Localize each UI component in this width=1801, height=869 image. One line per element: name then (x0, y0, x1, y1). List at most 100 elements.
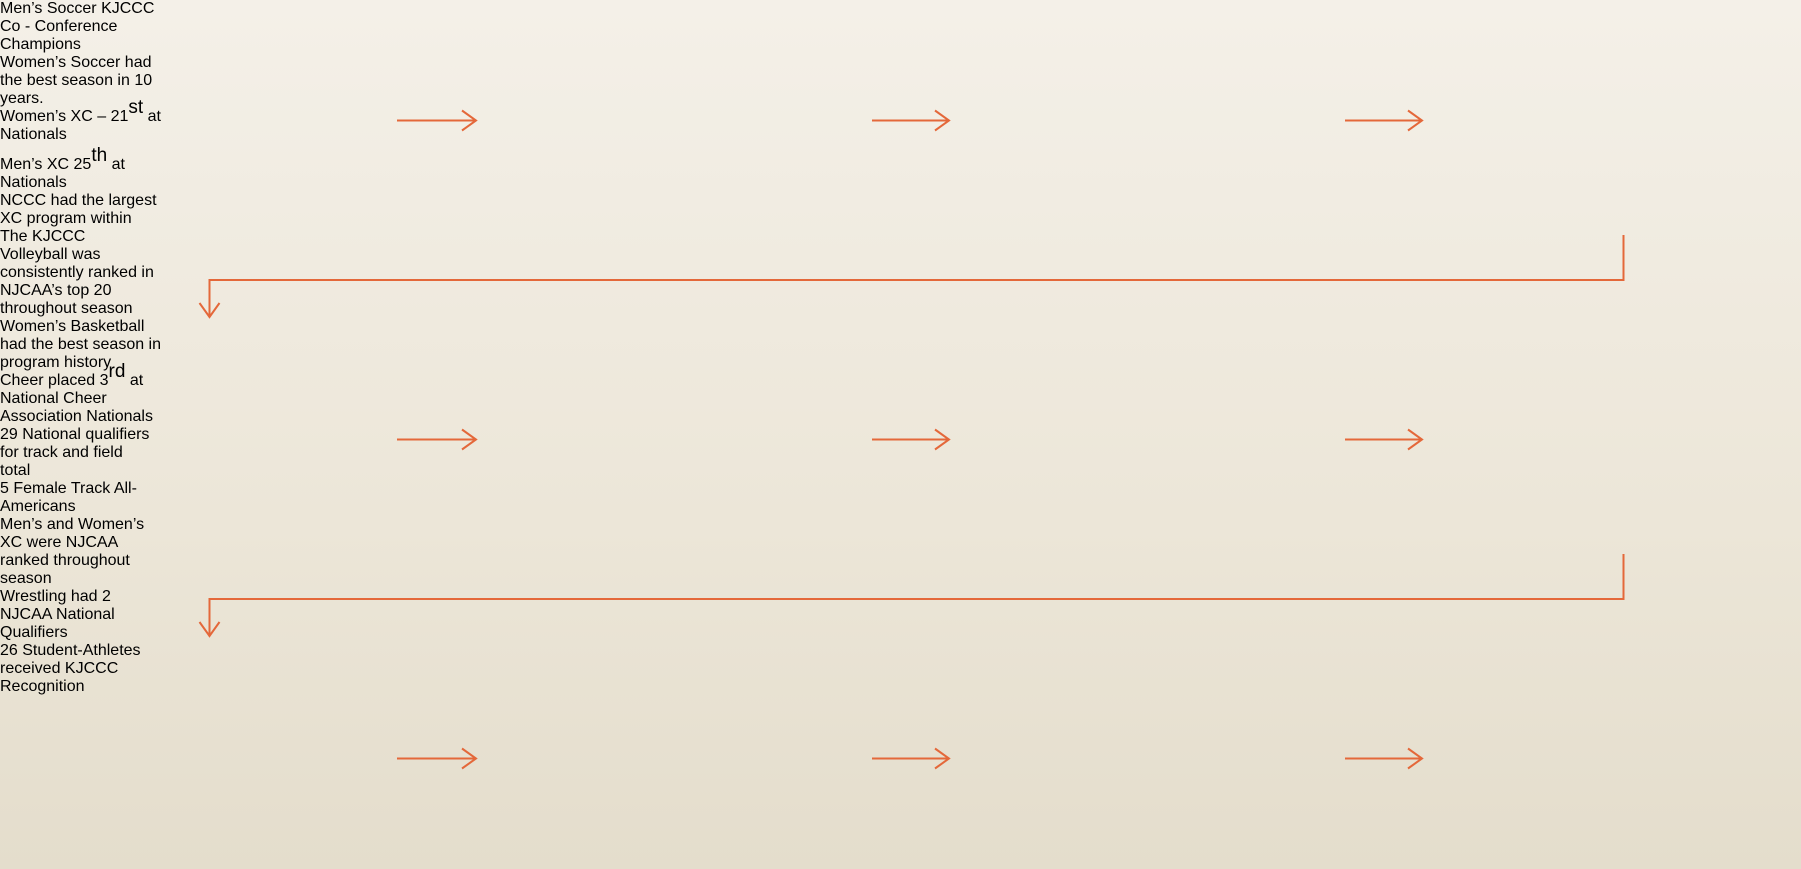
step-box: Cheer placed 3rd at National Cheer Associa… (0, 362, 1801, 426)
text: program history (0, 354, 112, 371)
text: at (125, 372, 144, 389)
paragraph: Wrestling had 2 NJCAA National Qualifiers (0, 588, 1801, 642)
text-line: NJCAA National (0, 606, 1801, 624)
arrow (872, 747, 951, 770)
text-line: Nationals (0, 174, 1801, 192)
step-box: Wrestling had 2 NJCAA National Qualifiers (0, 588, 1801, 642)
text-line: Co - Conference (0, 18, 1801, 36)
text: for track and field (0, 444, 123, 461)
text-line: season (0, 570, 1801, 588)
text: 29 National qualifiers (0, 426, 150, 443)
text: Nationals (0, 174, 67, 191)
arrow (872, 109, 951, 132)
text: Nationals (0, 126, 67, 143)
text: Champions (0, 36, 81, 53)
text: season (0, 570, 52, 587)
paragraph: 29 National qualifiers for track and fiel… (0, 426, 1801, 480)
text-line: Volleyball was (0, 246, 1801, 264)
text: Men’s XC 25 (0, 156, 92, 173)
text-line: 29 National qualifiers (0, 426, 1801, 444)
text: Recognition (0, 678, 85, 695)
text-line: Wrestling had 2 (0, 588, 1801, 606)
superscript: st (128, 96, 144, 118)
step-box: Women’s Soccer had the best season in 10 y… (0, 54, 1801, 108)
text-line: years. (0, 90, 1801, 108)
text-line: Men’s XC 25th at (0, 146, 1801, 174)
row-connector (198, 554, 1625, 638)
text: XC were NJCAA (0, 534, 119, 551)
text: Women’s XC – 21 (0, 108, 129, 125)
step-box: Women’s XC – 21st at Nationals Men’s XC 25… (0, 98, 1801, 192)
paragraph: Women’s Soccer had the best season in 10 y… (0, 54, 1801, 108)
text-line: Recognition (0, 678, 1801, 696)
text: NJCAA’s top 20 (0, 282, 112, 299)
text-line: Americans (0, 498, 1801, 516)
text-line: received KJCCC (0, 660, 1801, 678)
superscript: rd (108, 360, 126, 382)
text-line: ranked throughout (0, 552, 1801, 570)
step-box: Men’s and Women’s XC were NJCAA ranked thr… (0, 516, 1801, 588)
text: the best season in 10 (0, 72, 153, 89)
text-line: for track and field (0, 444, 1801, 462)
step-box: 29 National qualifiers for track and fiel… (0, 426, 1801, 480)
text: Association Nationals (0, 408, 153, 425)
text-line: total (0, 462, 1801, 480)
paragraph: Cheer placed 3rd at National Cheer Associa… (0, 362, 1801, 426)
text-line: Women’s XC – 21st at (0, 98, 1801, 126)
text-line: Cheer placed 3rd at (0, 362, 1801, 390)
text: had the best season in (0, 336, 162, 353)
superscript: th (91, 144, 108, 166)
text: Volleyball was (0, 246, 101, 263)
text: 5 Female Track All- (0, 480, 137, 497)
text: Men’s and Women’s (0, 516, 145, 533)
text: received KJCCC (0, 660, 119, 677)
text: Americans (0, 498, 76, 515)
text-line: Qualifiers (0, 624, 1801, 642)
step-box: Men’s Soccer KJCCC Co - Conference Champio… (0, 0, 1801, 54)
text: Men’s Soccer KJCCC (0, 0, 155, 17)
text-line: XC were NJCAA (0, 534, 1801, 552)
text-line: The KJCCC (0, 228, 1801, 246)
text-line: NJCAA’s top 20 (0, 282, 1801, 300)
paragraph: 26 Student-Athletes received KJCCC Recogni… (0, 642, 1801, 696)
arrow (397, 109, 478, 132)
text-line: 26 Student-Athletes (0, 642, 1801, 660)
arrow (1345, 109, 1424, 132)
text: Wrestling had 2 (0, 588, 111, 605)
text: The KJCCC (0, 228, 86, 245)
text-line: National Cheer (0, 390, 1801, 408)
paragraph: Volleyball was consistently ranked in NJCA… (0, 246, 1801, 318)
text: 26 Student-Athletes (0, 642, 141, 659)
text: years. (0, 90, 44, 107)
arrow (1345, 747, 1424, 770)
text: NJCAA National (0, 606, 115, 623)
text-line: had the best season in (0, 336, 1801, 354)
text-line: 5 Female Track All- (0, 480, 1801, 498)
text: Women’s Soccer had (0, 54, 152, 71)
text: Qualifiers (0, 624, 68, 641)
paragraph: NCCC had the largest XC program within The… (0, 192, 1801, 246)
text: Women’s Basketball (0, 318, 145, 335)
text: total (0, 462, 31, 479)
paragraph: 5 Female Track All- Americans (0, 480, 1801, 516)
arrow (397, 428, 478, 451)
text: ranked throughout (0, 552, 130, 569)
arrow (397, 747, 478, 770)
text-line: Champions (0, 36, 1801, 54)
text-line: Women’s Basketball (0, 318, 1801, 336)
text: throughout season (0, 300, 133, 317)
text-line: Nationals (0, 126, 1801, 144)
paragraph: Women’s XC – 21st at Nationals (0, 98, 1801, 144)
step-box: 5 Female Track All- Americans (0, 480, 1801, 516)
text: Co - Conference (0, 18, 118, 35)
text: NCCC had the largest (0, 192, 157, 209)
row-connector (198, 235, 1625, 319)
text-line: Women’s Soccer had (0, 54, 1801, 72)
text-line: program history (0, 354, 1801, 372)
text-line: Men’s and Women’s (0, 516, 1801, 534)
step-box: 26 Student-Athletes received KJCCC Recogni… (0, 642, 1801, 696)
text-line: throughout season (0, 300, 1801, 318)
